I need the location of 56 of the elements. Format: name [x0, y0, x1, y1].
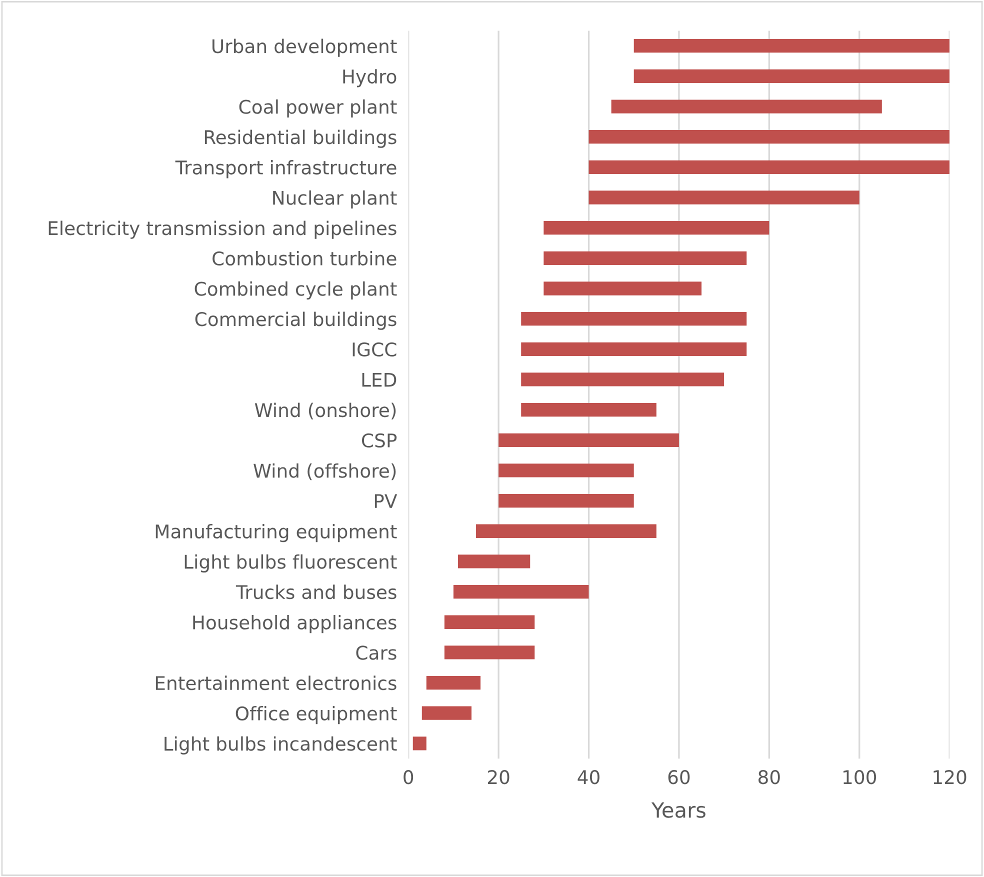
- y-tick-label: Wind (offshore): [254, 463, 396, 480]
- y-tick-label: Household appliances: [193, 615, 396, 634]
- bar: [458, 554, 530, 568]
- x-tick-label: 80: [758, 770, 780, 784]
- bar: [444, 615, 535, 629]
- y-tick-label: Hydro: [343, 69, 396, 88]
- bar: [634, 39, 950, 53]
- y-tick-label: Manufacturing equipment: [156, 524, 397, 542]
- y-tick-label: Office equipment: [236, 706, 397, 724]
- bar: [588, 160, 950, 174]
- bar: [412, 736, 426, 750]
- bar: [521, 312, 747, 326]
- y-tick-label: Trucks and buses: [236, 584, 396, 600]
- bar: [453, 584, 589, 599]
- y-tick-label: Urban development: [212, 38, 397, 57]
- y-tick-label: CSP: [362, 433, 397, 448]
- bar: [588, 130, 950, 144]
- y-tick-label: Combined cycle plant: [194, 281, 397, 300]
- y-tick-label: Light bulbs fluorescent: [184, 554, 397, 572]
- bar: [544, 251, 747, 265]
- y-tick-label: Electricity transmission and pipelines: [48, 220, 396, 239]
- bar: [422, 706, 472, 720]
- y-tick-label: Nuclear plant: [273, 190, 397, 209]
- y-tick-label: Commercial buildings: [195, 312, 396, 330]
- x-tick-label: 100: [844, 770, 876, 784]
- y-tick-label: Wind (onshore): [254, 402, 396, 420]
- bar: [611, 100, 882, 114]
- bar: [521, 342, 747, 356]
- y-tick-label: Cars: [356, 646, 396, 660]
- bar: [498, 464, 634, 478]
- x-tick-label: 40: [578, 770, 600, 784]
- bar: [544, 221, 770, 235]
- bar: [498, 494, 634, 508]
- bar: [498, 433, 679, 447]
- x-axis-title: Years: [651, 802, 706, 818]
- y-tick-label: Combustion turbine: [212, 251, 396, 266]
- y-tick-label: Transport infrastructure: [175, 160, 396, 178]
- bar: [476, 524, 656, 538]
- y-tick-label: LED: [362, 372, 396, 387]
- y-tick-label: Light bulbs incandescent: [164, 736, 397, 754]
- y-tick-label: Residential buildings: [204, 130, 396, 148]
- x-tick-label: 0: [404, 770, 414, 784]
- y-tick-label: Coal power plant: [239, 99, 397, 118]
- x-tick-label: 120: [934, 770, 966, 784]
- y-tick-label: Entertainment electronics: [156, 676, 396, 690]
- bar: [521, 402, 656, 417]
- bar: [426, 676, 481, 690]
- bar: [634, 69, 950, 84]
- bar: [544, 282, 702, 296]
- y-tick-label: IGCC: [352, 342, 396, 357]
- y-tick-label: PV: [374, 494, 398, 508]
- bar: [521, 372, 724, 386]
- x-tick-label: 20: [488, 770, 510, 784]
- bar: [588, 190, 860, 204]
- x-tick-label: 60: [668, 770, 690, 784]
- bar: [444, 646, 535, 660]
